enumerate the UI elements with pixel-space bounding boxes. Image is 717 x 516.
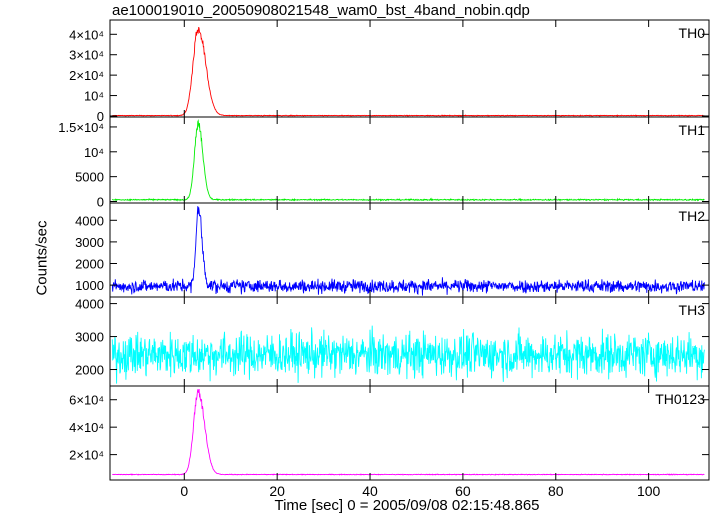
x-tick-label: 40 — [362, 483, 378, 499]
y-tick-label: 3000 — [75, 235, 104, 250]
panel-th0123: 2×10⁴ 4×10⁴ 6×10⁴ TH0123 — [69, 385, 710, 481]
series-line-th0123 — [112, 388, 705, 476]
panel-th2: 1000 2000 3000 4000 TH2 — [75, 202, 710, 298]
x-tick-label: 80 — [548, 483, 564, 499]
panel-name-label: TH3 — [679, 302, 706, 318]
series-line-th1 — [111, 118, 705, 202]
x-axis: 0 20 40 60 80 100 — [180, 483, 660, 499]
y-tick-label: 2000 — [75, 257, 104, 272]
x-axis-label: Time [sec] 0 = 2005/09/08 02:15:48.865 — [274, 497, 539, 514]
y-tick-label: 10⁴ — [84, 89, 104, 104]
panel-frame — [109, 19, 710, 118]
panel-th3: 2000 3000 4000 TH3 — [75, 296, 710, 387]
y-tick-label: 2×10⁴ — [69, 68, 104, 83]
y-tick-label: 4×10⁴ — [69, 420, 104, 435]
x-tick-label: 20 — [269, 483, 285, 499]
x-tick-label: 100 — [637, 483, 661, 499]
y-tick-label: 3000 — [75, 330, 104, 345]
series-line-th2 — [111, 206, 705, 296]
y-tick-label: 0 — [97, 109, 104, 124]
panels-group: 0 10⁴ 2×10⁴ 3×10⁴ 4×10⁴ TH0 0 5000 10⁴ 1.5×10⁴ TH1… — [58, 19, 710, 481]
y-tick-label: 5000 — [75, 170, 104, 185]
panel-name-label: TH0 — [679, 25, 706, 41]
y-tick-label: 1000 — [75, 278, 104, 293]
panel-th1: 0 5000 10⁴ 1.5×10⁴ TH1 — [58, 116, 710, 210]
x-tick-label: 60 — [455, 483, 471, 499]
panel-frame — [109, 202, 710, 298]
y-tick-label: 0 — [97, 195, 104, 210]
panel-name-label: TH2 — [679, 208, 706, 224]
chart-title: ae100019010_20050908021548_wam0_bst_4ban… — [112, 2, 530, 19]
y-tick-label: 2×10⁴ — [69, 448, 104, 463]
panel-name-label: TH1 — [679, 122, 706, 138]
panel-name-label: TH0123 — [655, 391, 705, 407]
y-tick-label: 4×10⁴ — [69, 27, 104, 42]
panel-frame — [109, 385, 710, 481]
y-tick-label: 2000 — [75, 363, 104, 378]
y-tick-label: 4000 — [75, 213, 104, 228]
y-tick-label: 4000 — [75, 297, 104, 312]
y-tick-label: 1.5×10⁴ — [58, 120, 104, 135]
series-line-th3 — [111, 325, 705, 384]
panel-th0: 0 10⁴ 2×10⁴ 3×10⁴ 4×10⁴ TH0 — [69, 19, 710, 124]
y-tick-label: 6×10⁴ — [69, 393, 104, 408]
y-tick-label: 3×10⁴ — [69, 48, 104, 63]
series-line-th0 — [112, 26, 705, 117]
x-tick-label: 0 — [180, 483, 188, 499]
y-tick-label: 10⁴ — [84, 145, 104, 160]
